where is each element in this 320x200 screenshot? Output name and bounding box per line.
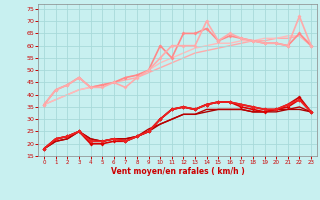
X-axis label: Vent moyen/en rafales ( km/h ): Vent moyen/en rafales ( km/h ): [111, 167, 244, 176]
